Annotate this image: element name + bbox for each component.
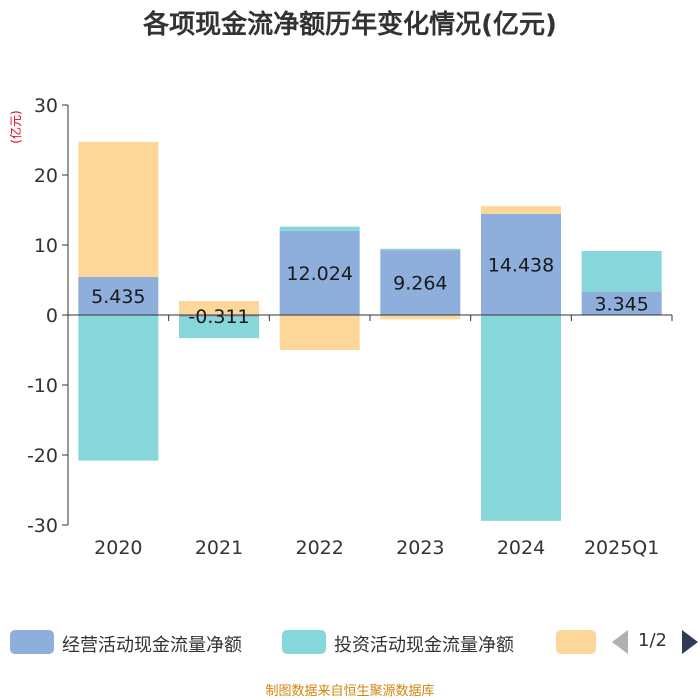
- y-tick-label: 0: [46, 305, 58, 327]
- x-tick-label: 2020: [94, 537, 142, 559]
- y-tick-label: -10: [27, 375, 58, 397]
- bar-1-2022[interactable]: [279, 226, 360, 231]
- chart-title: 各项现金流净额历年变化情况(亿元): [143, 10, 557, 40]
- data-label-operating-2021: -0.311: [188, 306, 249, 328]
- legend-label-operating: 经营活动现金流量净额: [62, 635, 242, 656]
- data-label-operating-2022: 12.024: [286, 263, 352, 285]
- bar-1-2025Q1[interactable]: [581, 250, 662, 292]
- cash-flow-chart: 30 20 10 0 -10 -20 -30 2020 2021 2022 2023 2024 2025…: [8, 95, 673, 559]
- bar-0-2021[interactable]: [179, 315, 259, 318]
- legend-pager: 1/2: [612, 627, 700, 657]
- y-tick-label: 30: [34, 95, 58, 117]
- bar-2-2022[interactable]: [279, 315, 360, 350]
- legend-prev-page-icon[interactable]: [612, 630, 628, 654]
- legend-swatch-operating: [10, 630, 54, 654]
- bar-0-2020[interactable]: [78, 276, 159, 315]
- source-note: 制图数据来自恒生聚源数据库: [265, 684, 435, 699]
- data-label-operating-2024: 14.438: [488, 254, 554, 276]
- legend: 经营活动现金流量净额 投资活动现金流量净额 1/2: [0, 625, 700, 659]
- legend-swatch-investing: [282, 630, 326, 654]
- legend-label-investing: 投资活动现金流量净额: [334, 635, 514, 656]
- bar-1-2020[interactable]: [78, 315, 159, 461]
- x-tick-label: 2022: [295, 537, 343, 559]
- bar-2-2020[interactable]: [78, 141, 159, 277]
- bar-0-2022[interactable]: [279, 230, 360, 315]
- bar-1-2021[interactable]: [179, 317, 259, 339]
- legend-next-page-icon[interactable]: [682, 630, 698, 654]
- y-tick-label: 20: [34, 165, 58, 187]
- bar-1-2023[interactable]: [380, 248, 461, 251]
- bar-2-2023[interactable]: [380, 315, 461, 320]
- y-tick-label: -30: [27, 515, 58, 537]
- data-label-operating-2025Q1: 3.345: [594, 293, 648, 315]
- bar-1-2024[interactable]: [481, 315, 561, 521]
- data-label-operating-2020: 5.435: [91, 286, 145, 308]
- bar-2-2021[interactable]: [179, 301, 259, 315]
- y-tick-label: -20: [27, 445, 58, 467]
- legend-page-indicator: 1/2: [638, 630, 667, 651]
- bar-0-2024[interactable]: [481, 213, 561, 315]
- bar-0-2023[interactable]: [380, 250, 461, 315]
- bar-0-2025Q1[interactable]: [581, 291, 662, 315]
- x-tick-label: 2021: [195, 537, 243, 559]
- bar-2-2024[interactable]: [481, 206, 561, 214]
- y-tick-label: 10: [34, 235, 58, 257]
- x-tick-label: 2024: [497, 537, 545, 559]
- y-unit-label: (亿元): [8, 110, 23, 143]
- x-tick-label: 2025Q1: [584, 537, 659, 559]
- x-tick-label: 2023: [396, 537, 444, 559]
- data-label-operating-2023: 9.264: [393, 273, 447, 295]
- legend-swatch-financing: [556, 630, 596, 654]
